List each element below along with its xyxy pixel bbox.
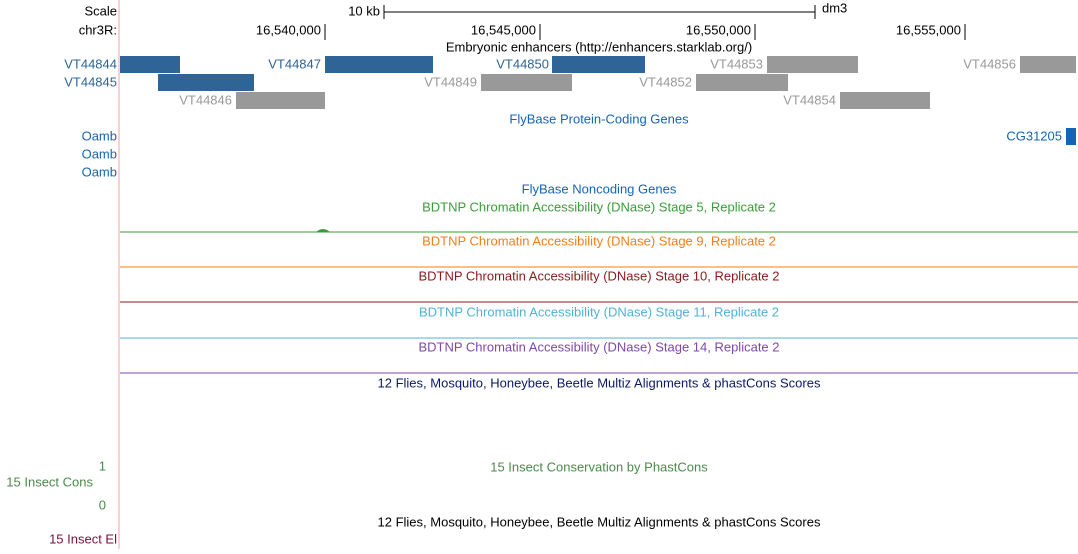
peak: [316, 229, 330, 232]
label-column: [0, 0, 118, 549]
axis-min: 0: [99, 497, 106, 512]
track-title: BDTNP Chromatin Accessibility (DNase) St…: [418, 339, 779, 354]
axis-max: 1: [99, 458, 106, 473]
track-title: BDTNP Chromatin Accessibility (DNase) St…: [419, 304, 779, 319]
enhancer-label[interactable]: VT44853: [710, 56, 763, 71]
gene-label[interactable]: Oamb: [82, 128, 117, 143]
track-title: BDTNP Chromatin Accessibility (DNase) St…: [422, 233, 776, 248]
ruler-tick-label: 16,550,000: [686, 22, 751, 37]
gene-exon: [1066, 128, 1076, 145]
enhancer-boxes: [120, 56, 1076, 109]
enhancer-label[interactable]: VT44850: [496, 56, 549, 71]
track-title: 12 Flies, Mosquito, Honeybee, Beetle Mul…: [378, 514, 821, 529]
gene-label[interactable]: CG31205: [1006, 128, 1062, 143]
track-title: 12 Flies, Mosquito, Honeybee, Beetle Mul…: [378, 375, 821, 390]
ruler-tick-label: 16,545,000: [471, 22, 536, 37]
track-label: 15 Insect El: [49, 531, 117, 546]
ruler-ticks: [324, 24, 966, 40]
track-label: 15 Insect Cons: [6, 474, 93, 489]
enhancer-label[interactable]: VT44856: [963, 56, 1016, 71]
enhancer-label[interactable]: VT44846: [179, 92, 232, 107]
enhancer-label[interactable]: VT44849: [424, 74, 477, 89]
enhancer-label[interactable]: VT44854: [783, 92, 836, 107]
track-title: Embryonic enhancers (http://enhancers.st…: [446, 39, 752, 54]
scale-bar-label: 10 kb: [348, 3, 380, 18]
track-title: BDTNP Chromatin Accessibility (DNase) St…: [418, 268, 779, 283]
scale-bar: [383, 5, 816, 19]
chrom-label: chr3R:: [79, 22, 117, 37]
assembly: dm3: [822, 0, 847, 15]
enhancer-label[interactable]: VT44847: [268, 56, 321, 71]
enhancer-label[interactable]: VT44852: [639, 74, 692, 89]
track-title: FlyBase Noncoding Genes: [522, 181, 677, 196]
scale-label: Scale: [84, 3, 117, 18]
track-title: FlyBase Protein-Coding Genes: [509, 111, 689, 126]
track-title: 15 Insect Conservation by PhastCons: [490, 459, 708, 474]
ruler-tick-label: 16,540,000: [256, 22, 321, 37]
enhancer-label[interactable]: VT44845: [64, 74, 117, 89]
gene-label[interactable]: Oamb: [82, 146, 117, 161]
enhancer-label[interactable]: VT44844: [64, 56, 117, 71]
track-title: BDTNP Chromatin Accessibility (DNase) St…: [422, 199, 776, 214]
gene-label[interactable]: Oamb: [82, 164, 117, 179]
ruler-tick-label: 16,555,000: [896, 22, 961, 37]
